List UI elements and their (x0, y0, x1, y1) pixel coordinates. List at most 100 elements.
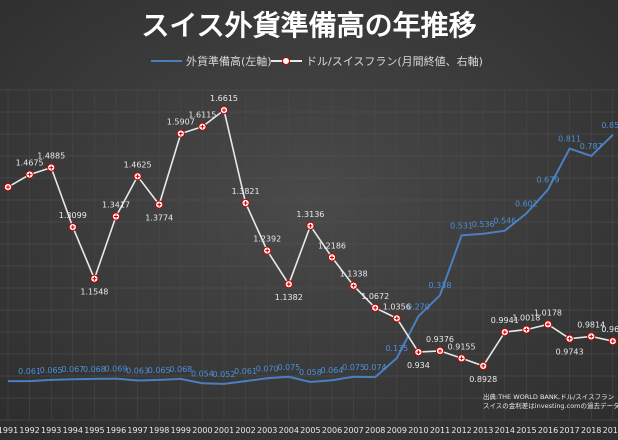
reserves-data-label: 0.054 (191, 369, 214, 378)
usdchf-data-label: 0.9814 (577, 320, 605, 329)
reserves-data-label: 0.068 (83, 365, 106, 374)
usdchf-data-label: 1.6615 (210, 94, 238, 103)
reserves-data-label: 0.270 (407, 302, 430, 311)
reserves-data-label: 0.855 (601, 121, 618, 130)
reserves-data-label: 0.531 (450, 221, 473, 230)
usdchf-data-label: 1.2186 (318, 241, 346, 250)
usdchf-data-label: 0.934 (407, 361, 430, 370)
x-tick-label: 1997 (127, 426, 147, 435)
x-tick-label: 2017 (559, 426, 579, 435)
reserves-data-label: 0.067 (61, 365, 84, 374)
x-tick-label: 2002 (235, 426, 255, 435)
usdchf-data-label: 1.5907 (167, 118, 195, 127)
x-tick-label: 1993 (41, 426, 61, 435)
legend-marker-usdchf (282, 57, 290, 65)
x-tick-label: 2006 (322, 426, 342, 435)
usdchf-data-label: 1.1338 (340, 270, 368, 279)
x-tick-label: 2008 (365, 426, 385, 435)
x-tick-label: 1992 (19, 426, 39, 435)
usdchf-data-label: 0.9376 (426, 335, 454, 344)
reserves-data-label: 0.787 (580, 142, 603, 151)
x-tick-label: 1991 (0, 426, 18, 435)
x-tick-label: 2011 (430, 426, 450, 435)
reserves-data-label: 0.065 (40, 366, 63, 375)
usdchf-data-label: 1.3821 (232, 187, 260, 196)
usdchf-data-label: 1.4885 (37, 152, 65, 161)
reserves-data-label: 0.546 (493, 217, 516, 226)
x-tick-label: 1998 (149, 426, 169, 435)
x-tick-label: 1996 (106, 426, 126, 435)
x-tick-label: 2007 (343, 426, 363, 435)
reserves-data-label: 0.061 (18, 367, 41, 376)
x-tick-label: 1995 (84, 426, 104, 435)
reserves-data-label: 0.679 (537, 176, 560, 185)
x-tick-label: 2003 (257, 426, 277, 435)
usdchf-data-label: 1.1548 (80, 288, 108, 297)
usdchf-data-label: 1.3136 (296, 210, 324, 219)
usdchf-data-label: 1.0178 (534, 308, 562, 317)
x-tick-label: 1994 (63, 426, 83, 435)
usdchf-data-label: 1.3774 (145, 214, 173, 223)
reserves-data-label: 0.135 (385, 344, 408, 353)
reserves-data-label: 0.811 (558, 135, 581, 144)
x-tick-label: 2009 (387, 426, 407, 435)
usdchf-data-label: 1.6115 (188, 111, 216, 120)
reserves-data-label: 0.061 (234, 367, 257, 376)
reserves-data-label: 0.074 (364, 363, 387, 372)
usdchf-data-label: 0.9155 (448, 342, 476, 351)
usdchf-data-label: 1.3099 (59, 211, 87, 220)
usdchf-data-label: 1.2392 (253, 235, 281, 244)
grid (0, 89, 618, 421)
x-tick-label: 2000 (192, 426, 212, 435)
usdchf-data-label: 0.9743 (556, 348, 584, 357)
usdchf-data-label: 1.3417 (102, 201, 130, 210)
reserves-data-label: 0.536 (472, 220, 495, 229)
reserves-data-label: 0.338 (429, 281, 452, 290)
reserves-data-label: 0.065 (148, 366, 171, 375)
x-tick-label: 2016 (538, 426, 558, 435)
usdchf-data-label: 1.4675 (16, 159, 44, 168)
reserves-data-label: 0.063 (126, 367, 149, 376)
reserves-data-label: 0.064 (321, 366, 344, 375)
usdchf-data-label: 0.967 (601, 325, 618, 334)
series-line-reserves (8, 134, 614, 385)
data-labels: 0.0610.0650.0670.0680.0690.0630.0650.068… (16, 94, 618, 384)
series (3, 106, 617, 385)
x-tick-label: 2015 (516, 426, 536, 435)
x-tick-label: 2004 (279, 426, 299, 435)
usdchf-data-label: 1.1382 (275, 293, 303, 302)
reserves-data-label: 0.069 (105, 365, 128, 374)
reserves-data-label: 0.052 (213, 370, 236, 379)
source-note-line-1: 出典:THE WORLD BANK,ドル/スイスフラン (483, 392, 614, 401)
reserves-data-label: 0.602 (515, 199, 538, 208)
x-tick-label: 2014 (495, 426, 515, 435)
reserves-data-label: 0.058 (299, 368, 322, 377)
reserves-data-label: 0.075 (342, 363, 365, 372)
x-tick-label: 1999 (171, 426, 191, 435)
x-axis-ticks: 1991 1992 1993 1994 1995 1996 1997 1998 1999 2000… (0, 426, 618, 435)
usdchf-data-label: 1.0018 (512, 314, 540, 323)
x-tick-label: 2010 (408, 426, 428, 435)
x-tick-label: 2001 (214, 426, 234, 435)
source-note: 出典:THE WORLD BANK,ドル/スイスフラン スイスの金利差はinve… (483, 392, 618, 410)
reserves-data-label: 0.068 (169, 365, 192, 374)
reserves-data-label: 0.075 (277, 363, 300, 372)
source-note-line-2: スイスの金利差はinvesting.comの過去データ (483, 401, 618, 410)
legend-label-usdchf: ドル/スイスフラン(月間終値、右軸) (306, 54, 483, 68)
x-tick-label: 2005 (300, 426, 320, 435)
usdchf-data-label: 1.4625 (124, 160, 152, 169)
legend: 外貨準備高(左軸) ドル/スイスフラン(月間終値、右軸) (151, 54, 483, 68)
x-tick-label: 2018 (581, 426, 601, 435)
reserves-data-label: 0.070 (256, 364, 279, 373)
usdchf-data-label: 0.8928 (469, 375, 497, 384)
usdchf-data-label: 1.0672 (361, 292, 389, 301)
x-tick-label: 2013 (473, 426, 493, 435)
usdchf-data-label: 0.9941 (491, 316, 519, 325)
x-tick-label: 2019 (603, 426, 618, 435)
usdchf-data-label: 1.0356 (383, 302, 411, 311)
legend-label-reserves: 外貨準備高(左軸) (186, 54, 272, 68)
x-tick-label: 2012 (451, 426, 471, 435)
chart-title: スイス外貨準備高の年推移 (141, 9, 476, 42)
